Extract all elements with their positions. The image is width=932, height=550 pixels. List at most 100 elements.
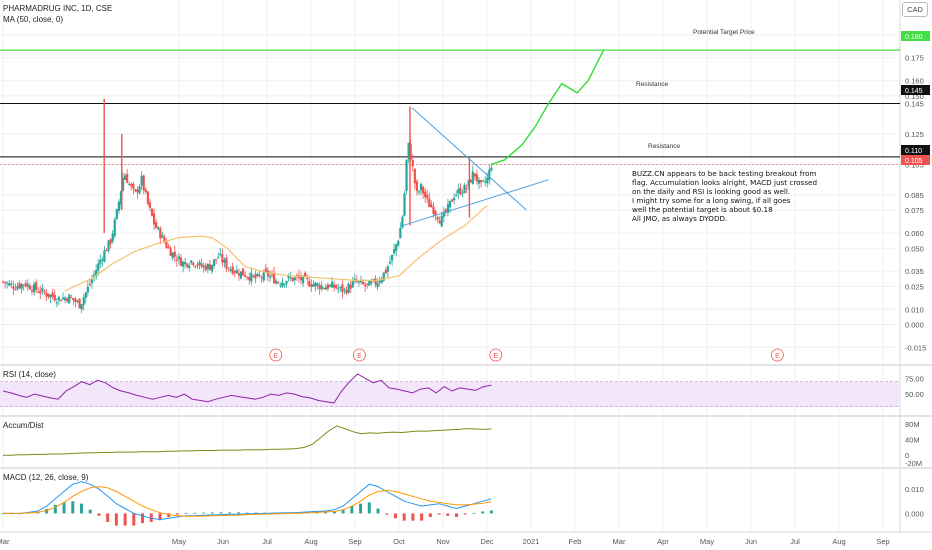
macd-histogram-bar <box>446 513 450 516</box>
candle-body <box>227 267 230 269</box>
macd-histogram-bar <box>167 513 171 518</box>
macd-histogram-bar <box>158 513 162 521</box>
candle-body <box>256 273 259 277</box>
macd-histogram-bar <box>88 509 92 514</box>
candle-body <box>140 176 143 186</box>
candle-body <box>457 189 460 194</box>
candle-body <box>150 208 154 217</box>
rsi-title: RSI (14, close) <box>3 370 56 379</box>
candle-body <box>186 263 189 267</box>
candle-body <box>138 186 141 194</box>
note-line: I might try some for a long swing, if al… <box>632 196 791 205</box>
candle-body <box>101 259 104 261</box>
x-tick-label: Jun <box>745 537 757 546</box>
candle-body <box>486 177 489 184</box>
candle-body <box>450 199 454 202</box>
y-tick-label: 0.010 <box>905 305 924 314</box>
candle-body <box>190 260 193 263</box>
macd-histogram-bar <box>97 513 101 516</box>
earnings-marker-label: E <box>493 353 498 360</box>
macd-title: MACD (12, 26, close, 9) <box>3 473 89 482</box>
candle-body <box>148 202 152 208</box>
x-tick-label: Mar <box>613 537 626 546</box>
candle-body <box>26 283 29 287</box>
candle-body <box>475 174 479 182</box>
resistance-lower-label: Resistance <box>648 143 681 150</box>
candle-body <box>461 192 464 194</box>
candle-body <box>330 282 334 288</box>
macd-histogram-bar <box>123 513 127 526</box>
candle-body <box>328 284 332 287</box>
candle-body <box>407 142 410 160</box>
note-line: flag. Accumulation looks alright, MACD j… <box>632 178 817 187</box>
candle-body <box>132 183 135 189</box>
candle-body <box>469 179 472 183</box>
candle-body <box>103 250 106 262</box>
candle-body <box>246 276 249 278</box>
candle-body <box>200 263 203 267</box>
x-axis: Mar May Jun Jul Aug Sep Oct Nov Dec 2021 Feb Mar Apr… <box>0 537 890 546</box>
macd-histogram-bar <box>149 513 153 522</box>
candle-body <box>281 282 284 287</box>
macd-histogram-bar <box>184 512 188 514</box>
macd-histogram-bar <box>455 513 459 518</box>
earnings-marker[interactable] <box>352 348 366 362</box>
candle-body <box>393 249 396 254</box>
candle-body <box>395 244 398 251</box>
macd-histogram-bar <box>106 513 110 522</box>
earnings-marker[interactable] <box>269 348 283 362</box>
candle-body <box>244 275 247 277</box>
candle-body <box>426 194 429 199</box>
candle-body <box>268 275 272 278</box>
candle-body <box>401 216 404 228</box>
candle-body <box>80 304 83 310</box>
candle-body <box>171 252 174 259</box>
candle-body <box>434 211 437 216</box>
candle-body <box>57 297 60 301</box>
macd-histogram-bar <box>393 513 397 519</box>
x-tick-label: Aug <box>304 537 317 546</box>
candle-body <box>479 180 483 183</box>
pill-target: 0.180 <box>901 31 930 41</box>
candle-body <box>134 189 137 192</box>
candle-body <box>335 285 338 289</box>
candle-body <box>273 272 276 284</box>
candle-body <box>388 261 392 264</box>
candle-body <box>117 201 120 211</box>
earnings-marker[interactable] <box>771 348 784 362</box>
macd-line <box>3 481 492 521</box>
candle-body <box>196 264 199 266</box>
candle-body <box>86 286 89 293</box>
candle-body <box>24 282 27 287</box>
candle-body <box>198 262 201 265</box>
candle-body <box>43 291 46 293</box>
candles <box>1 98 493 314</box>
candle-body <box>417 191 421 193</box>
candle-body <box>260 277 263 279</box>
macd-histogram-bar <box>472 512 476 514</box>
candle-body <box>10 283 13 286</box>
candle-body <box>364 284 367 287</box>
candle-body <box>76 300 79 302</box>
candle-body <box>92 274 96 277</box>
candle-body <box>208 264 212 271</box>
candle-body <box>289 277 292 279</box>
x-tick-label: Sep <box>348 537 361 546</box>
candle-body <box>467 180 470 187</box>
svg-text:0.180: 0.180 <box>905 34 923 41</box>
candle-body <box>22 284 25 286</box>
candle-body <box>304 272 307 277</box>
candle-body <box>333 284 336 288</box>
candle-body <box>258 275 261 277</box>
candle-body <box>384 269 387 274</box>
note-line: well the potential target is about $0.18 <box>632 205 773 214</box>
candle-body <box>130 183 133 187</box>
candle-body <box>490 167 493 171</box>
candle-body <box>262 271 265 281</box>
candle-body <box>376 283 379 288</box>
candle-body <box>235 270 238 274</box>
y-tick-label: 0.175 <box>905 54 924 63</box>
earnings-marker[interactable] <box>489 348 503 362</box>
currency-button[interactable]: CAD <box>902 2 928 17</box>
